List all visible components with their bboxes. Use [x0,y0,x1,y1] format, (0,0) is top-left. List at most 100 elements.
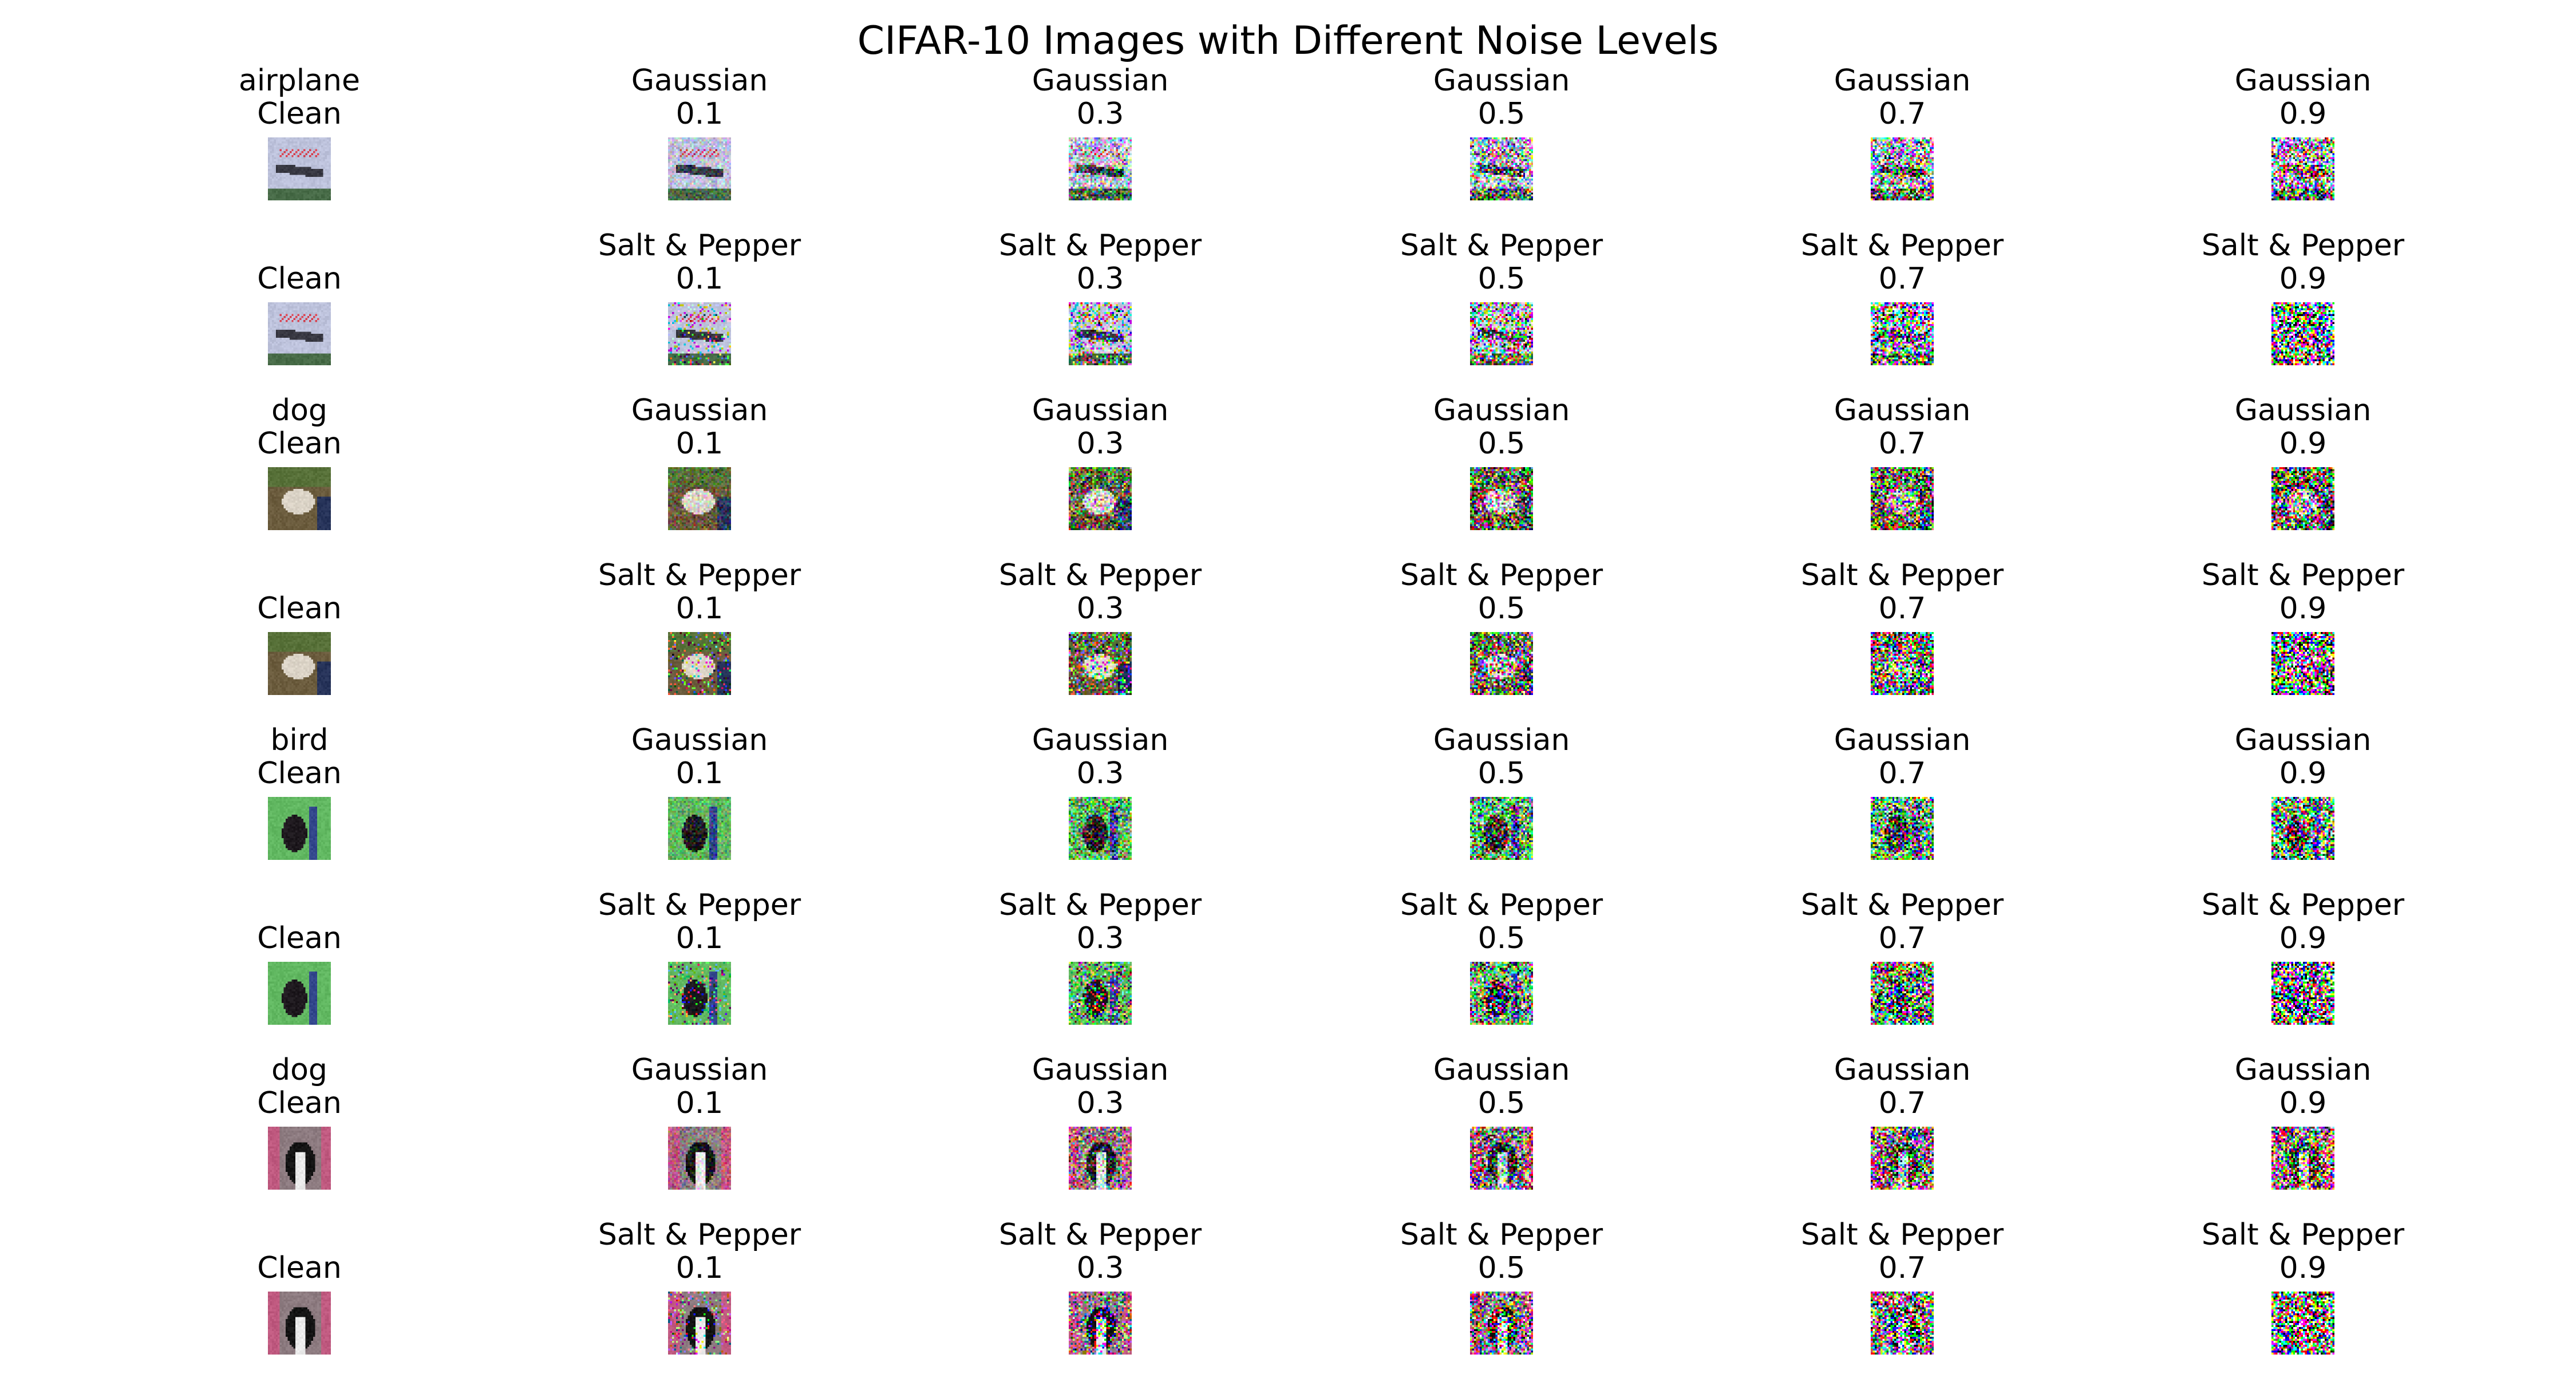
thumbnail-image [2271,632,2334,695]
cell-title-line1: airplane [239,64,360,98]
thumbnail-image [1470,632,1533,695]
cell-title-line1: Gaussian [631,393,768,428]
cell-title-line1: Salt & Pepper [998,1218,1202,1252]
cell-title-line2: 0.5 [1477,921,1526,956]
cell-title-line1: Gaussian [1032,64,1169,98]
cell-title-line2: 0.9 [2279,97,2327,131]
cell-title-line1: bird [270,723,329,757]
thumbnail-image [1470,962,1533,1025]
cell-title-line2: 0.5 [1477,262,1526,296]
cell-title-line1: Salt & Pepper [1400,228,1603,263]
thumbnail-image [668,632,731,695]
cell-title-line2: 0.3 [1076,756,1124,791]
cell-title-line2: 0.7 [1878,97,1926,131]
cell-title-line2: 0.9 [2279,756,2327,791]
thumbnail-image [668,302,731,365]
cell-title-line1: Salt & Pepper [598,1218,801,1252]
thumbnail-image [1069,962,1132,1025]
cell-title-line2: 0.3 [1076,1086,1124,1120]
cell-title-line1: Gaussian [2234,1053,2372,1087]
cell-title-line1: Salt & Pepper [998,558,1202,593]
cell-title-line1: Gaussian [1834,393,1971,428]
thumbnail-image [1470,797,1533,860]
cell-title-line1: Salt & Pepper [1800,558,2004,593]
thumbnail-image [1871,137,1934,200]
thumbnail-image [268,1292,331,1355]
thumbnail-image [1069,1292,1132,1355]
cell-title-line2: 0.5 [1477,1251,1526,1285]
thumbnail-image [1069,137,1132,200]
cell-title-line2: 0.3 [1076,262,1124,296]
thumbnail-image [268,302,331,365]
cell-title-line2: 0.9 [2279,591,2327,626]
thumbnail-image [1069,467,1132,530]
cell-title-line1: Gaussian [1433,64,1570,98]
cell-title-line1: Salt & Pepper [1400,888,1603,922]
thumbnail-image [1470,137,1533,200]
thumbnail-image [268,467,331,530]
thumbnail-image [268,1127,331,1190]
cell-title-line2: 0.3 [1076,1251,1124,1285]
cell-title-line2: Clean [257,756,342,791]
cell-title-line1: Salt & Pepper [1800,228,2004,263]
figure-title: CIFAR-10 Images with Different Noise Lev… [857,18,1719,64]
cell-title-line1: Salt & Pepper [2201,228,2405,263]
cell-title-line2: 0.5 [1477,427,1526,461]
cell-title-line2: 0.9 [2279,427,2327,461]
cell-title-line1: Salt & Pepper [1800,1218,2004,1252]
thumbnail-image [668,467,731,530]
cell-title-line1: Gaussian [2234,393,2372,428]
cell-title-line2: 0.3 [1076,921,1124,956]
cell-title-line1: Gaussian [631,64,768,98]
cell-title-line1: Gaussian [1834,64,1971,98]
thumbnail-image [1470,302,1533,365]
cell-title-line1: Gaussian [1834,1053,1971,1087]
cell-title-line2: Clean [257,97,342,131]
thumbnail-image [1069,632,1132,695]
cell-title-line2: 0.1 [675,591,724,626]
cell-title-line1: Salt & Pepper [998,228,1202,263]
cell-title-line1: dog [271,1053,327,1087]
thumbnail-image [2271,797,2334,860]
cell-title-line2: 0.9 [2279,921,2327,956]
cell-title-line2: 0.1 [675,97,724,131]
cell-title-line1: Gaussian [1433,393,1570,428]
thumbnail-image [1871,962,1934,1025]
cell-title-line1: Gaussian [1032,723,1169,757]
thumbnail-image [1871,1292,1934,1355]
thumbnail-image [2271,962,2334,1025]
thumbnail-image [2271,1127,2334,1190]
thumbnail-image [268,632,331,695]
cell-title-line2: 0.3 [1076,97,1124,131]
thumbnail-image [2271,302,2334,365]
thumbnail-image [2271,1292,2334,1355]
thumbnail-image [1069,302,1132,365]
thumbnail-image [2271,137,2334,200]
cell-title-line2: Clean [257,921,342,956]
thumbnail-image [268,797,331,860]
cell-title-line1: Gaussian [1032,393,1169,428]
cell-title-line2: 0.1 [675,427,724,461]
thumbnail-image [268,137,331,200]
thumbnail-image [668,1292,731,1355]
cell-title-line1: Gaussian [1834,723,1971,757]
thumbnail-image [1871,302,1934,365]
cell-title-line2: Clean [257,1251,342,1285]
cell-title-line2: 0.1 [675,756,724,791]
cell-title-line2: 0.9 [2279,262,2327,296]
thumbnail-image [668,797,731,860]
cell-title-line2: 0.5 [1477,97,1526,131]
cell-title-line1: Gaussian [1032,1053,1169,1087]
cell-title-line2: 0.5 [1477,591,1526,626]
cell-title-line2: 0.3 [1076,427,1124,461]
thumbnail-image [1871,467,1934,530]
cell-title-line2: 0.7 [1878,591,1926,626]
cell-title-line2: 0.1 [675,262,724,296]
cell-title-line2: Clean [257,1086,342,1120]
cell-title-line1: Salt & Pepper [1400,558,1603,593]
cell-title-line2: Clean [257,262,342,296]
thumbnail-image [268,962,331,1025]
cell-title-line1: Salt & Pepper [2201,888,2405,922]
cell-title-line2: 0.1 [675,1086,724,1120]
cell-title-line1: Gaussian [1433,723,1570,757]
